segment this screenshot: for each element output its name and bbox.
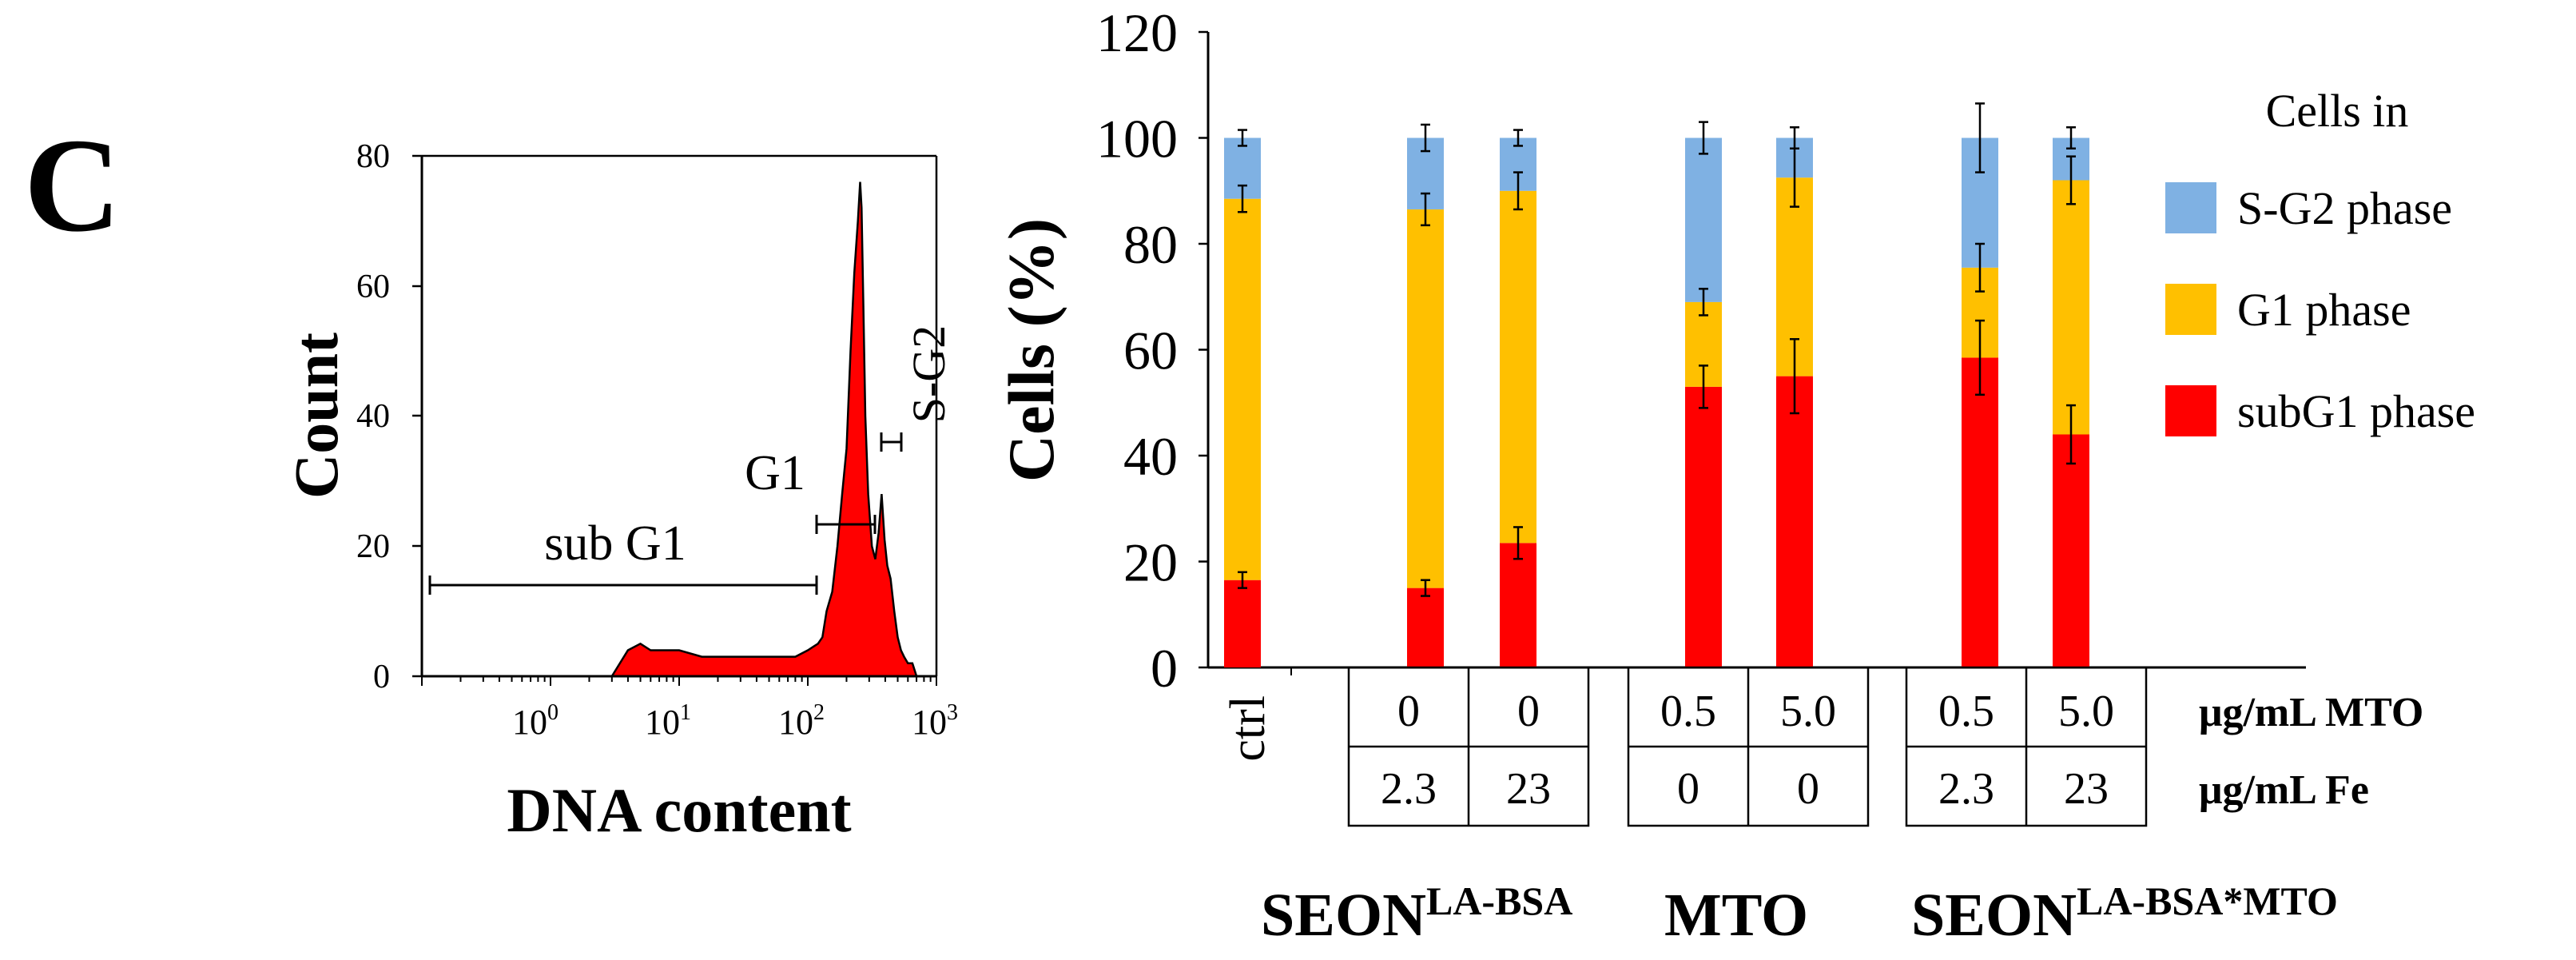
ctrl-label: ctrl: [1221, 695, 1275, 762]
row-label-fe: μg/mL Fe: [2199, 767, 2369, 813]
hist-xtick-label: 103: [912, 700, 958, 742]
hist-xtick-label: 101: [645, 700, 691, 742]
condition-table-mto: 0.5 5.0 0 0: [1627, 666, 1870, 827]
bar-y-ticks: 0 20 40 60 80 100 120: [1096, 2, 1208, 699]
hist-ytick-label: 60: [356, 269, 390, 305]
bar-g1: [1500, 190, 1536, 544]
histogram-area: [610, 181, 918, 678]
table-cell-fe: 0: [1797, 764, 1819, 814]
bar-ytick-label: 60: [1123, 321, 1178, 381]
bar-subg1: [1407, 588, 1444, 667]
legend-swatch-subg1: [2165, 385, 2216, 436]
histogram-minor-ticks: [421, 676, 937, 686]
condition-table-seon: 0 0 2.3 23: [1347, 666, 1590, 827]
bar-ytick-label: 80: [1123, 214, 1178, 275]
gate-sg2-label: S-G2: [903, 325, 955, 423]
bar-ytick-label: 40: [1123, 426, 1178, 487]
table-cell-fe: 0: [1677, 764, 1699, 814]
bar-subg1: [1776, 376, 1813, 667]
group-title-combo: SEONLA-BSA*MTO: [1911, 878, 2338, 949]
group-title-mto: MTO: [1664, 882, 1808, 949]
group-title-seon: SEONLA-BSA: [1261, 878, 1572, 949]
histogram-x-label: DNA content: [507, 775, 851, 845]
table-cell-mto: 0: [1517, 687, 1540, 736]
bar-subg1: [1685, 386, 1722, 667]
gate-sg2: S-G2: [880, 325, 955, 452]
legend-label-sg2: S-G2 phase: [2237, 182, 2452, 234]
stacked-bar-chart: 0 20 40 60 80 100 120 Cells (%) ctrl 0 0 2.3 2…: [995, 2, 2475, 949]
legend-item-subg1: subG1 phase: [2165, 385, 2475, 437]
hist-xtick-label: 100: [512, 700, 559, 742]
table-cell-mto: 0.5: [1660, 687, 1716, 736]
gate-g1-label: G1: [745, 446, 805, 500]
table-cell-mto: 5.0: [1780, 687, 1836, 736]
condition-table-combo: 0.5 5.0 2.3 23: [1905, 666, 2148, 827]
hist-ytick-label: 20: [356, 528, 390, 565]
bar-subg1: [2053, 434, 2089, 667]
table-cell-mto: 5.0: [2058, 687, 2114, 736]
bar-subg1: [1500, 543, 1536, 667]
bar-ytick-label: 100: [1096, 109, 1178, 169]
row-label-mto: μg/mL MTO: [2199, 690, 2423, 735]
gate-g1: G1: [745, 446, 877, 534]
bar-series: [1224, 137, 2089, 667]
bar-sg2: [1685, 137, 1722, 302]
legend-swatch-g1: [2165, 284, 2216, 335]
bar-subg1: [1962, 357, 1998, 667]
legend-swatch-sg2: [2165, 182, 2216, 233]
table-cell-fe: 23: [1506, 764, 1551, 814]
bar-g1: [1224, 198, 1261, 580]
panel-label: C: [24, 111, 121, 260]
table-cell-mto: 0: [1397, 687, 1420, 736]
legend: Cells in S-G2 phase G1 phase subG1 phase: [2165, 85, 2475, 437]
bar-y-label: Cells (%): [995, 218, 1067, 482]
bar-g1: [1407, 209, 1444, 588]
legend-item-g1: G1 phase: [2165, 284, 2411, 336]
histogram-chart: 0 20 40 60 80 100 101 102 103 sub G1 G1: [281, 138, 958, 845]
histogram-y-label: Count: [281, 333, 351, 499]
bar-ytick-label: 20: [1123, 532, 1178, 593]
hist-xtick-label: 102: [778, 700, 825, 742]
error-bars: [1238, 102, 2076, 675]
table-cell-fe: 23: [2064, 764, 2109, 814]
table-cell-mto: 0.5: [1938, 687, 1994, 736]
hist-ytick-label: 80: [356, 138, 390, 175]
legend-title: Cells in: [2266, 85, 2409, 137]
gate-subg1: sub G1: [428, 516, 818, 595]
bar-ytick-label: 120: [1096, 2, 1178, 63]
bar-ytick-label: 0: [1151, 638, 1178, 699]
table-cell-fe: 2.3: [1938, 764, 1994, 814]
legend-item-sg2: S-G2 phase: [2165, 182, 2452, 234]
histogram-y-ticks: 0 20 40 60 80: [356, 138, 422, 695]
hist-ytick-label: 0: [373, 659, 390, 695]
table-cell-fe: 2.3: [1381, 764, 1437, 814]
histogram-x-ticks: 100 101 102 103: [512, 700, 958, 742]
hist-ytick-label: 40: [356, 398, 390, 435]
legend-label-g1: G1 phase: [2237, 284, 2411, 336]
bar-g1: [2053, 180, 2089, 435]
legend-label-subg1: subG1 phase: [2237, 385, 2475, 437]
bar-subg1: [1224, 580, 1261, 667]
gate-subg1-label: sub G1: [544, 516, 686, 571]
